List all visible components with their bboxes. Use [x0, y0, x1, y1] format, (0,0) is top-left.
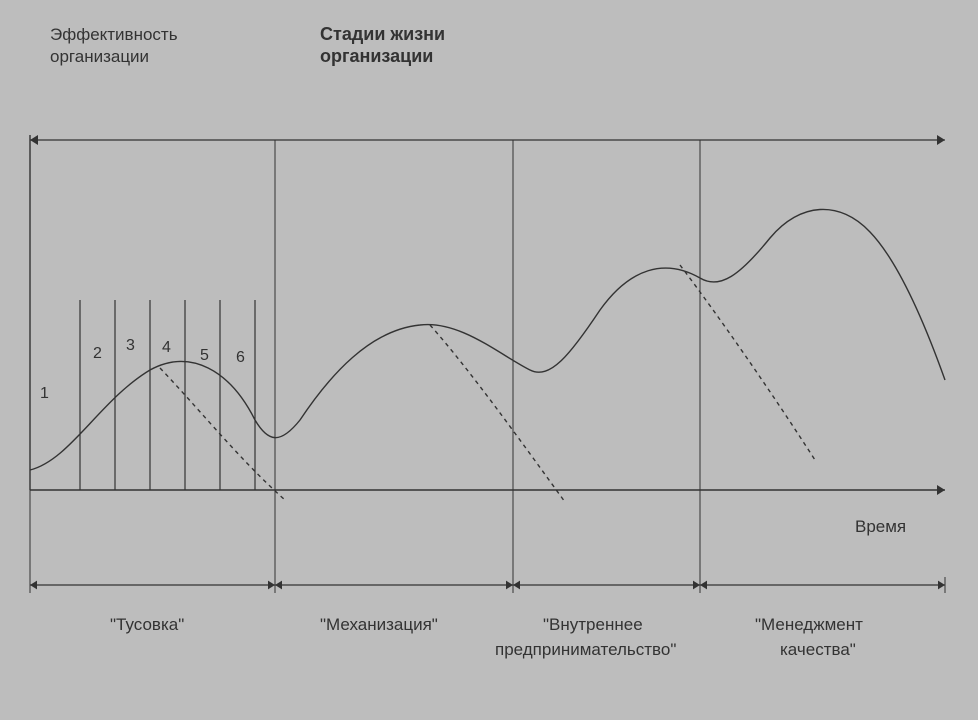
svg-text:1: 1	[40, 385, 49, 402]
y-axis-label-line2: организации	[50, 47, 149, 67]
chart-title-line1: Стадии жизни	[320, 24, 445, 45]
svg-text:6: 6	[236, 349, 245, 366]
svg-text:2: 2	[93, 345, 102, 362]
svg-text:3: 3	[126, 337, 135, 354]
x-axis-label: Время	[855, 517, 906, 537]
svg-text:"Внутреннее: "Внутреннее	[543, 615, 643, 634]
svg-text:"Механизация": "Механизация"	[320, 615, 438, 634]
svg-text:предпринимательство": предпринимательство"	[495, 640, 676, 659]
svg-text:5: 5	[200, 347, 209, 364]
y-axis-label-line1: Эффективность	[50, 25, 178, 45]
lifecycle-chart: 1 2 3 4 5 6 "Тусовка" "Механизация" "Внутреннее п…	[0, 0, 978, 720]
svg-text:качества": качества"	[780, 640, 856, 659]
svg-text:"Менеджмент: "Менеджмент	[755, 615, 863, 634]
chart-title-line2: организации	[320, 46, 433, 67]
svg-text:"Тусовка": "Тусовка"	[110, 615, 184, 634]
svg-text:4: 4	[162, 339, 171, 356]
